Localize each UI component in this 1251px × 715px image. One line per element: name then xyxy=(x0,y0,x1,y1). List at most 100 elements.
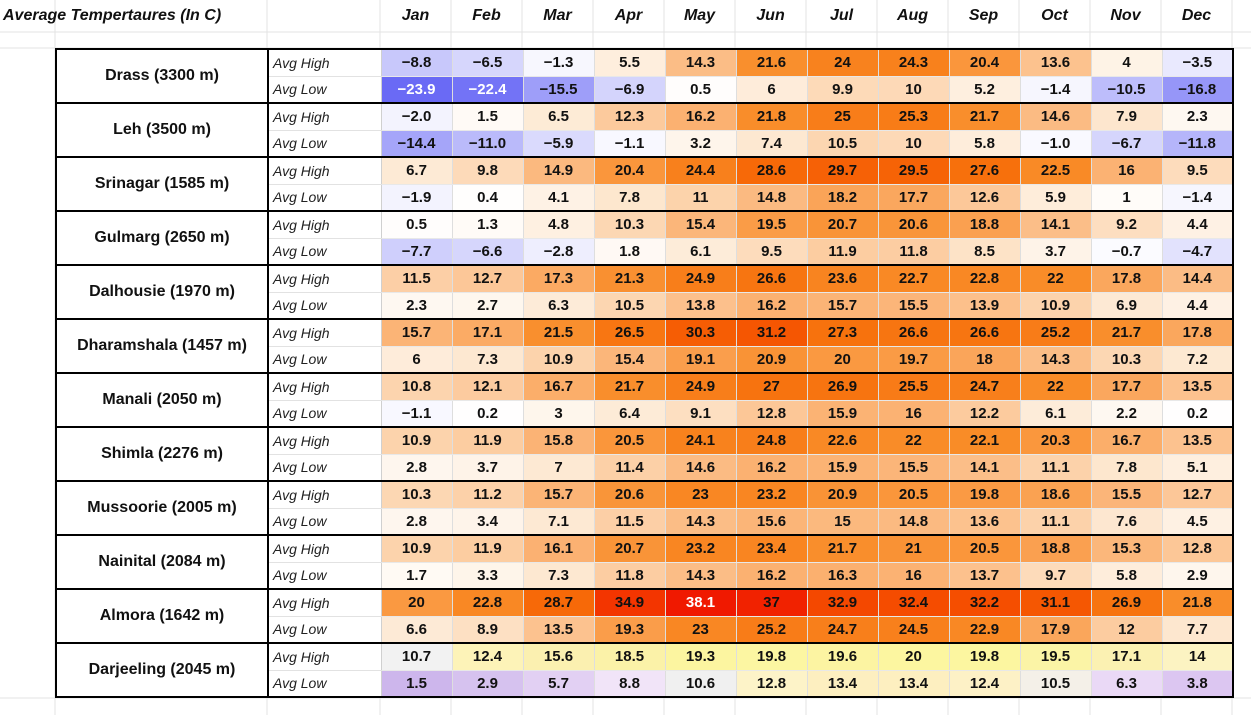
temperature-cell[interactable]: 23.2 xyxy=(736,480,808,509)
temperature-cell[interactable]: 11.2 xyxy=(452,480,524,509)
temperature-cell[interactable]: 10.9 xyxy=(381,534,453,563)
temperature-cell[interactable]: 18 xyxy=(949,346,1021,374)
temperature-cell[interactable]: 12.1 xyxy=(452,372,524,401)
temperature-cell[interactable]: 5.8 xyxy=(1091,562,1163,590)
temperature-cell[interactable]: 26.6 xyxy=(736,264,808,293)
city-name[interactable]: Almora (1642 m) xyxy=(55,588,269,644)
avg-high-label[interactable]: Avg High xyxy=(268,480,382,509)
avg-high-label[interactable]: Avg High xyxy=(268,534,382,563)
temperature-cell[interactable]: 25.2 xyxy=(736,616,808,644)
temperature-cell[interactable]: 31.2 xyxy=(736,318,808,347)
temperature-cell[interactable]: 1 xyxy=(1091,184,1163,212)
temperature-cell[interactable]: 13.5 xyxy=(1162,372,1234,401)
temperature-cell[interactable]: 11 xyxy=(665,184,737,212)
temperature-cell[interactable]: 26.6 xyxy=(878,318,950,347)
temperature-cell[interactable]: 22 xyxy=(1020,264,1092,293)
temperature-cell[interactable]: 15.5 xyxy=(878,454,950,482)
temperature-cell[interactable]: 4.4 xyxy=(1162,292,1234,320)
temperature-cell[interactable]: 10.3 xyxy=(594,210,666,239)
temperature-cell[interactable]: 24 xyxy=(807,48,879,77)
temperature-cell[interactable]: 15.4 xyxy=(665,210,737,239)
temperature-cell[interactable]: 16.2 xyxy=(665,102,737,131)
temperature-cell[interactable]: 10.9 xyxy=(1020,292,1092,320)
temperature-cell[interactable]: 27.6 xyxy=(949,156,1021,185)
temperature-cell[interactable]: −6.9 xyxy=(594,76,666,104)
temperature-cell[interactable]: 3.3 xyxy=(452,562,524,590)
temperature-cell[interactable]: 10 xyxy=(878,130,950,158)
temperature-cell[interactable]: 32.4 xyxy=(878,588,950,617)
temperature-cell[interactable]: 14.1 xyxy=(949,454,1021,482)
temperature-cell[interactable]: 21.8 xyxy=(1162,588,1234,617)
temperature-cell[interactable]: 15.7 xyxy=(523,480,595,509)
temperature-cell[interactable]: 15.5 xyxy=(1091,480,1163,509)
temperature-cell[interactable]: 25.3 xyxy=(878,102,950,131)
temperature-cell[interactable]: 23 xyxy=(665,480,737,509)
temperature-cell[interactable]: 19.3 xyxy=(665,642,737,671)
temperature-cell[interactable]: 6.6 xyxy=(381,616,453,644)
avg-high-label[interactable]: Avg High xyxy=(268,426,382,455)
temperature-cell[interactable]: 38.1 xyxy=(665,588,737,617)
temperature-cell[interactable]: 18.8 xyxy=(949,210,1021,239)
temperature-cell[interactable]: 6.3 xyxy=(523,292,595,320)
temperature-cell[interactable]: −11.0 xyxy=(452,130,524,158)
temperature-cell[interactable]: 4.8 xyxy=(523,210,595,239)
temperature-cell[interactable]: 19.8 xyxy=(736,642,808,671)
temperature-cell[interactable]: 7.8 xyxy=(594,184,666,212)
temperature-cell[interactable]: 4.4 xyxy=(1162,210,1234,239)
avg-low-label[interactable]: Avg Low xyxy=(268,454,382,482)
temperature-cell[interactable]: 6 xyxy=(736,76,808,104)
temperature-cell[interactable]: 11.5 xyxy=(381,264,453,293)
temperature-cell[interactable]: 11.1 xyxy=(1020,508,1092,536)
temperature-cell[interactable]: −1.1 xyxy=(381,400,453,428)
temperature-cell[interactable]: 19.5 xyxy=(736,210,808,239)
temperature-cell[interactable]: 15.5 xyxy=(878,292,950,320)
temperature-cell[interactable]: 14.3 xyxy=(665,562,737,590)
avg-low-label[interactable]: Avg Low xyxy=(268,346,382,374)
temperature-cell[interactable]: 18.2 xyxy=(807,184,879,212)
temperature-cell[interactable]: 11.9 xyxy=(807,238,879,266)
temperature-cell[interactable]: 32.9 xyxy=(807,588,879,617)
temperature-cell[interactable]: 25.5 xyxy=(878,372,950,401)
avg-low-label[interactable]: Avg Low xyxy=(268,292,382,320)
avg-high-label[interactable]: Avg High xyxy=(268,372,382,401)
temperature-cell[interactable]: 8.8 xyxy=(594,670,666,698)
temperature-cell[interactable]: 19.8 xyxy=(949,480,1021,509)
temperature-cell[interactable]: 24.3 xyxy=(878,48,950,77)
temperature-cell[interactable]: 10.5 xyxy=(1020,670,1092,698)
temperature-cell[interactable]: 6.4 xyxy=(594,400,666,428)
temperature-cell[interactable]: 0.2 xyxy=(1162,400,1234,428)
temperature-cell[interactable]: 12.8 xyxy=(736,400,808,428)
temperature-cell[interactable]: −1.4 xyxy=(1162,184,1234,212)
avg-low-label[interactable]: Avg Low xyxy=(268,508,382,536)
temperature-cell[interactable]: −5.9 xyxy=(523,130,595,158)
temperature-cell[interactable]: 3.7 xyxy=(452,454,524,482)
temperature-cell[interactable]: 24.5 xyxy=(878,616,950,644)
temperature-cell[interactable]: 12.7 xyxy=(452,264,524,293)
temperature-cell[interactable]: 2.8 xyxy=(381,454,453,482)
temperature-cell[interactable]: 5.1 xyxy=(1162,454,1234,482)
temperature-cell[interactable]: 16 xyxy=(878,400,950,428)
temperature-cell[interactable]: 26.5 xyxy=(594,318,666,347)
temperature-cell[interactable]: 15.9 xyxy=(807,400,879,428)
temperature-cell[interactable]: 19.3 xyxy=(594,616,666,644)
temperature-cell[interactable]: 13.6 xyxy=(1020,48,1092,77)
temperature-cell[interactable]: 16.1 xyxy=(523,534,595,563)
temperature-cell[interactable]: 17.8 xyxy=(1091,264,1163,293)
temperature-cell[interactable]: 13.5 xyxy=(1162,426,1234,455)
temperature-cell[interactable]: −1.1 xyxy=(594,130,666,158)
temperature-cell[interactable]: 22.5 xyxy=(1020,156,1092,185)
temperature-cell[interactable]: −15.5 xyxy=(523,76,595,104)
temperature-cell[interactable]: 26.9 xyxy=(807,372,879,401)
temperature-cell[interactable]: 20.5 xyxy=(878,480,950,509)
temperature-cell[interactable]: 0.2 xyxy=(452,400,524,428)
temperature-cell[interactable]: 7.6 xyxy=(1091,508,1163,536)
temperature-cell[interactable]: 9.1 xyxy=(665,400,737,428)
temperature-cell[interactable]: 20.9 xyxy=(736,346,808,374)
temperature-cell[interactable]: 27.3 xyxy=(807,318,879,347)
temperature-cell[interactable]: 23.4 xyxy=(736,534,808,563)
avg-high-label[interactable]: Avg High xyxy=(268,156,382,185)
temperature-cell[interactable]: 11.1 xyxy=(1020,454,1092,482)
temperature-cell[interactable]: 1.8 xyxy=(594,238,666,266)
city-name[interactable]: Manali (2050 m) xyxy=(55,372,269,428)
temperature-cell[interactable]: 10.7 xyxy=(381,642,453,671)
